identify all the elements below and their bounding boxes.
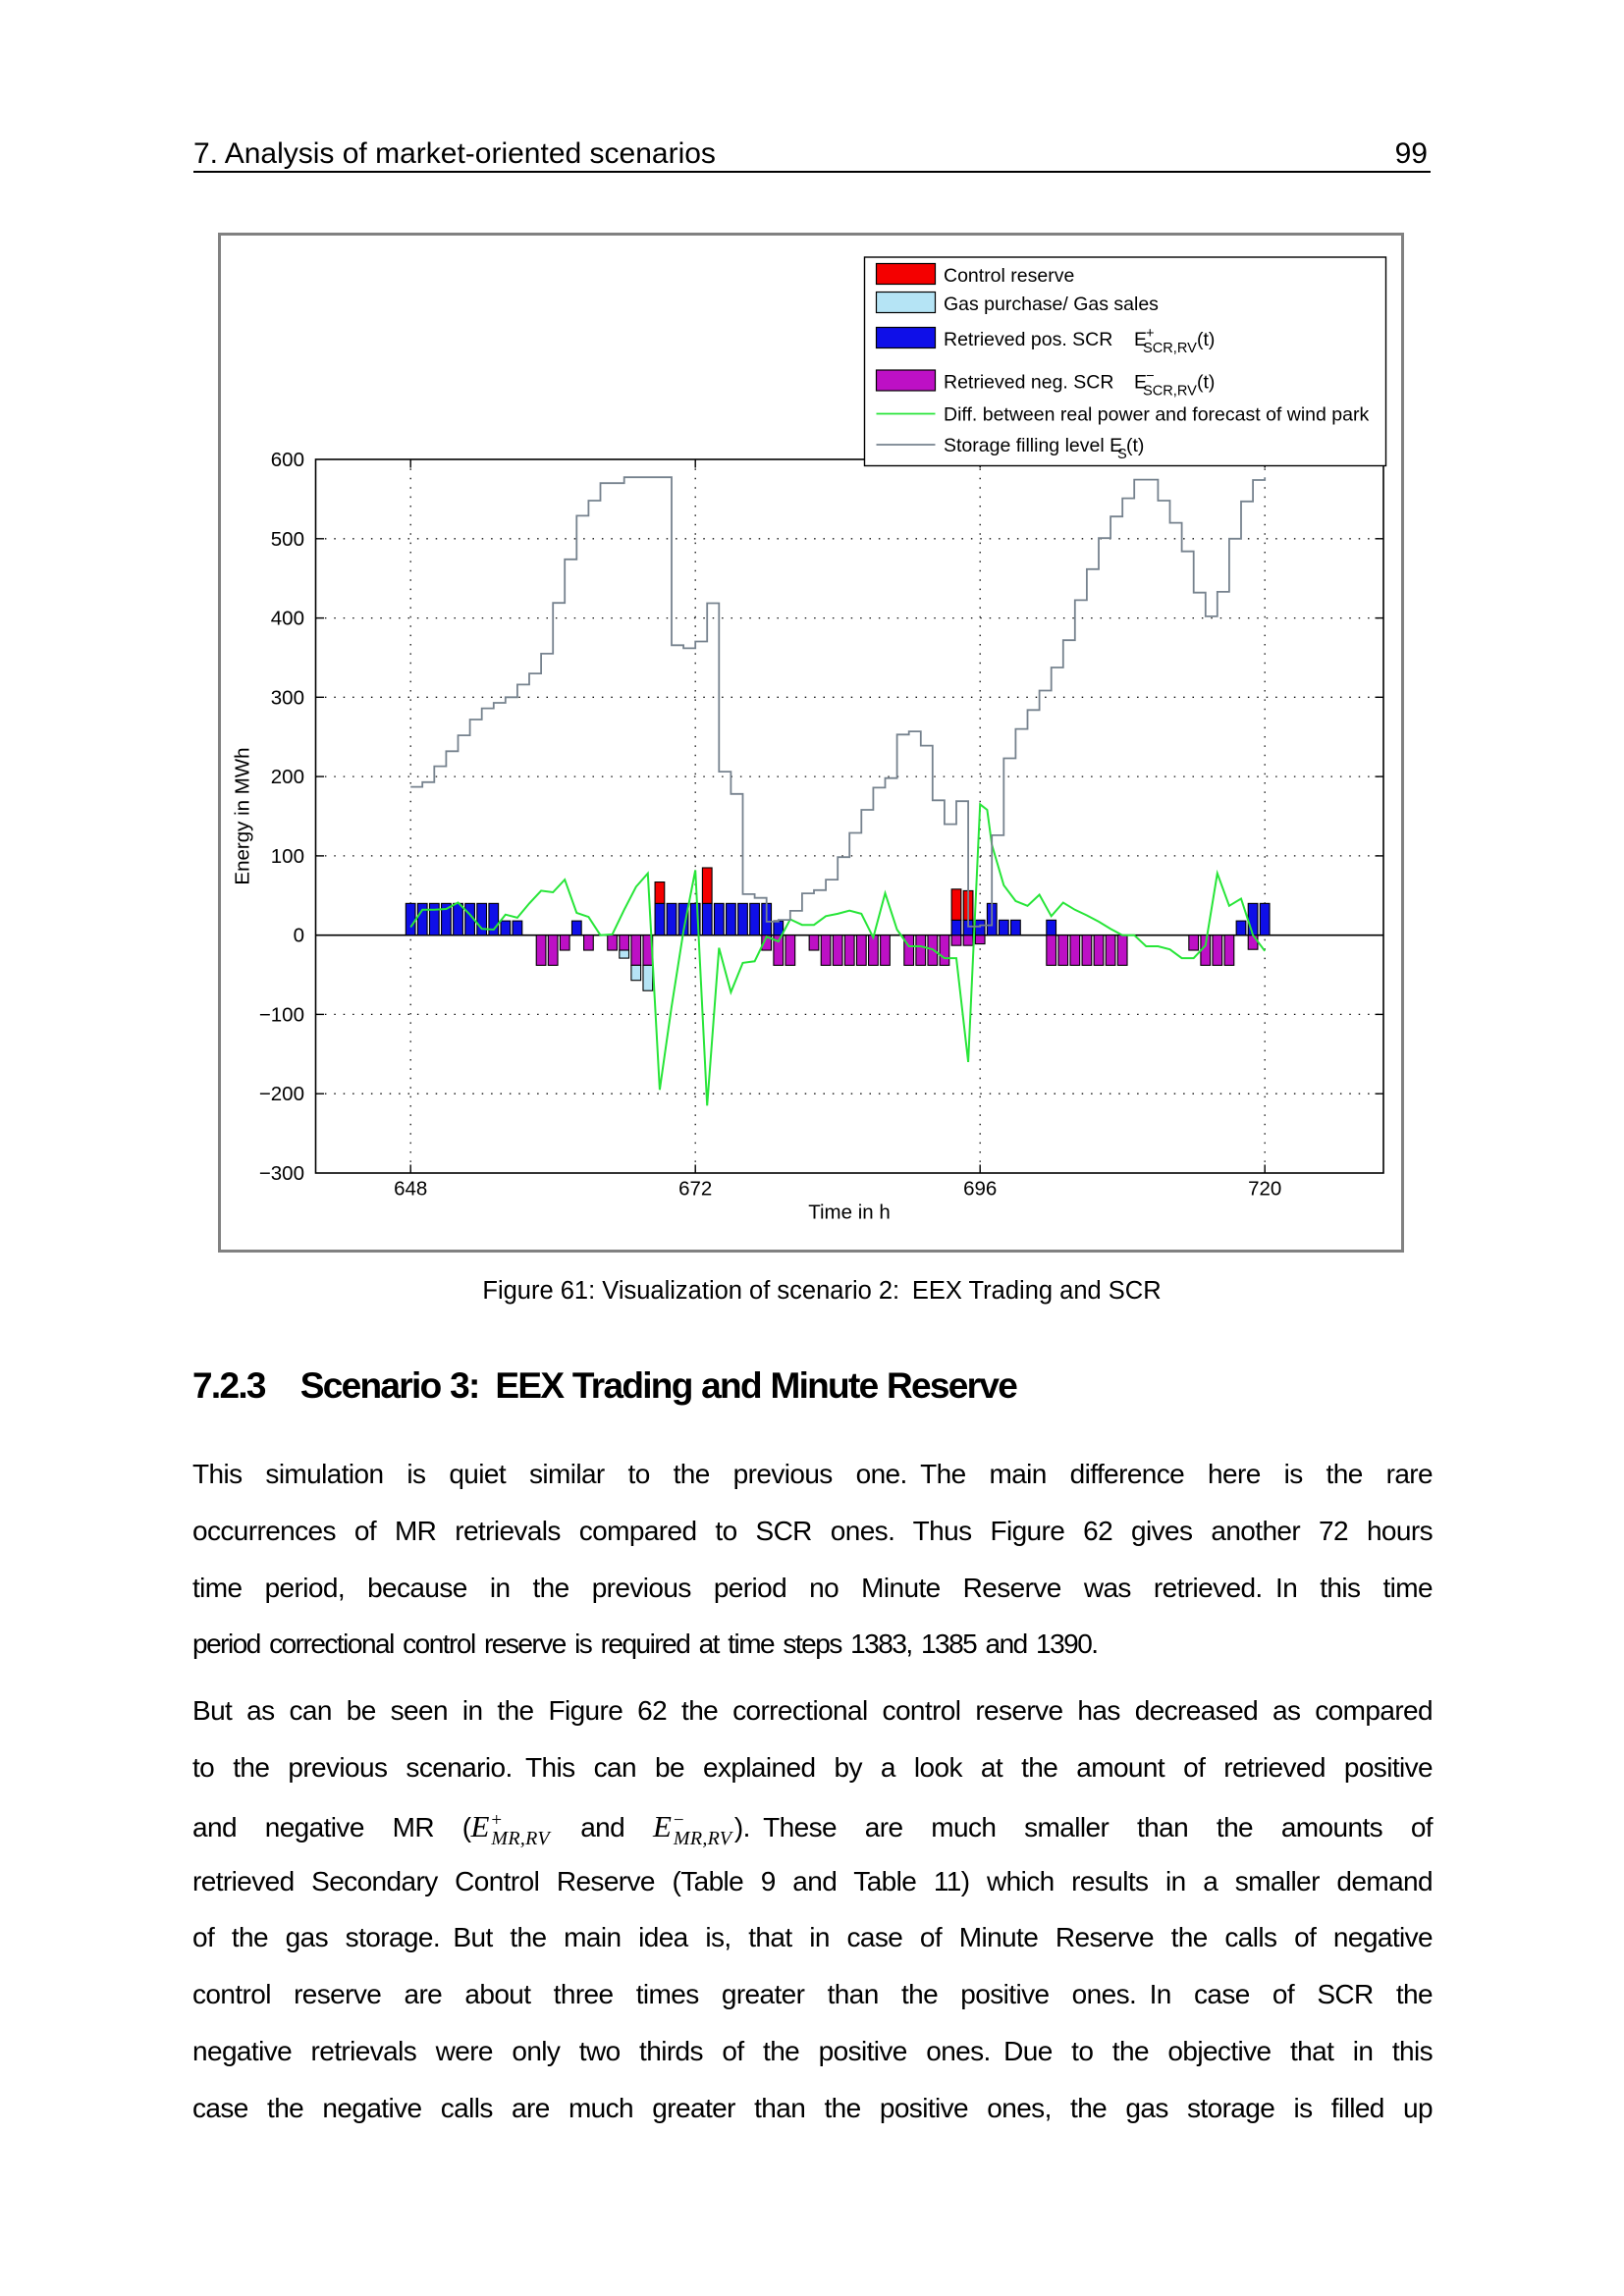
svg-text:Control reserve: Control reserve — [944, 265, 1074, 287]
svg-text:+: + — [1146, 326, 1155, 342]
svg-text:(t): (t) — [1126, 435, 1144, 456]
svg-text:Gas purchase/ Gas sales: Gas purchase/ Gas sales — [944, 294, 1159, 315]
svg-text:300: 300 — [271, 686, 304, 709]
svg-text:(t): (t) — [1197, 329, 1215, 350]
svg-text:400: 400 — [271, 608, 304, 630]
svg-text:0: 0 — [294, 925, 304, 947]
svg-text:500: 500 — [271, 528, 304, 551]
svg-text:Retrieved neg. SCR: Retrieved neg. SCR — [944, 372, 1113, 394]
svg-text:S: S — [1117, 447, 1127, 462]
svg-text:−100: −100 — [259, 1003, 304, 1026]
svg-text:Energy in MWh: Energy in MWh — [232, 747, 254, 884]
svg-text:SCR,RV: SCR,RV — [1143, 384, 1197, 400]
svg-text:200: 200 — [271, 766, 304, 788]
svg-text:600: 600 — [271, 449, 304, 471]
svg-text:−300: −300 — [259, 1162, 304, 1185]
svg-text:−200: −200 — [259, 1083, 304, 1105]
svg-text:E: E — [1134, 329, 1147, 350]
svg-text:Time in h: Time in h — [808, 1201, 891, 1224]
svg-text:672: 672 — [678, 1177, 712, 1200]
svg-text:648: 648 — [394, 1177, 427, 1200]
svg-text:Retrieved pos. SCR: Retrieved pos. SCR — [944, 329, 1112, 350]
svg-text:720: 720 — [1248, 1177, 1281, 1200]
svg-text:Diff. between real power and f: Diff. between real power and forecast of… — [944, 404, 1369, 426]
svg-text:100: 100 — [271, 845, 304, 868]
svg-text:Storage filling level E: Storage filling level E — [944, 435, 1122, 456]
svg-text:−: − — [1146, 369, 1155, 385]
svg-text:(t): (t) — [1197, 372, 1215, 394]
svg-text:E: E — [1134, 372, 1147, 394]
svg-text:SCR,RV: SCR,RV — [1143, 341, 1197, 356]
svg-text:696: 696 — [963, 1177, 997, 1200]
